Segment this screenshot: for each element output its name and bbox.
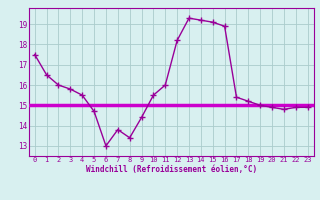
- X-axis label: Windchill (Refroidissement éolien,°C): Windchill (Refroidissement éolien,°C): [86, 165, 257, 174]
